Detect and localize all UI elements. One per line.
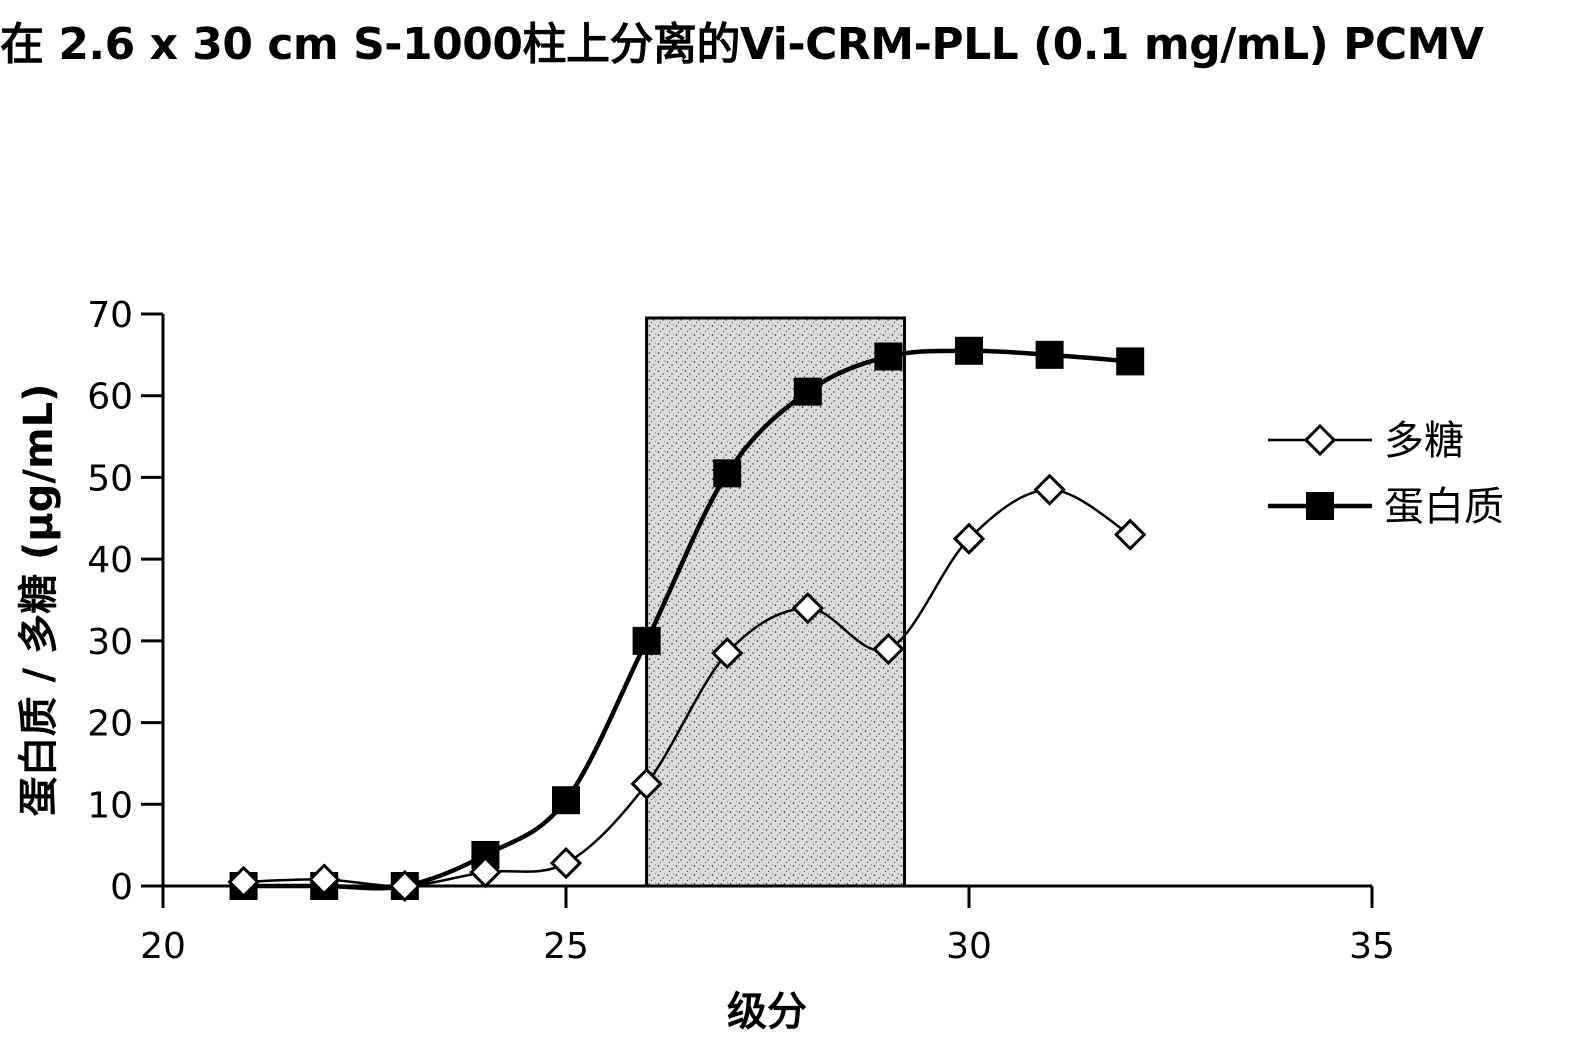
legend-marker <box>1306 492 1334 520</box>
y-axis-title: 蛋白质 / 多糖 (μg/mL) <box>16 384 62 817</box>
y-tick-label: 10 <box>87 785 133 826</box>
protein-data-point <box>874 342 902 370</box>
y-tick-label: 60 <box>87 377 133 418</box>
x-tick-label: 35 <box>1349 926 1395 967</box>
protein-data-point <box>794 378 822 406</box>
y-tick-label: 30 <box>87 622 133 663</box>
legend-label: 蛋白质 <box>1384 484 1504 530</box>
protein-data-point <box>1036 341 1064 369</box>
polysaccharide-data-point <box>552 849 580 877</box>
protein-data-point <box>955 337 983 365</box>
protein-data-point <box>1116 347 1144 375</box>
protein-data-point <box>552 786 580 814</box>
protein-data-point <box>713 459 741 487</box>
shaded-region <box>647 318 905 886</box>
protein-data-point <box>633 627 661 655</box>
y-tick-label: 20 <box>87 704 133 745</box>
x-tick-label: 25 <box>543 926 589 967</box>
polysaccharide-data-point <box>1116 521 1144 549</box>
legend-marker <box>1306 426 1334 454</box>
x-tick-label: 20 <box>140 926 186 967</box>
polysaccharide-data-point <box>1036 476 1064 504</box>
y-tick-label: 50 <box>87 458 133 499</box>
legend-label: 多糖 <box>1384 418 1464 464</box>
x-axis-title: 级分 <box>727 989 807 1035</box>
y-tick-label: 0 <box>110 867 133 908</box>
x-tick-label: 30 <box>946 926 992 967</box>
y-tick-label: 40 <box>87 540 133 581</box>
y-tick-label: 70 <box>87 295 133 336</box>
